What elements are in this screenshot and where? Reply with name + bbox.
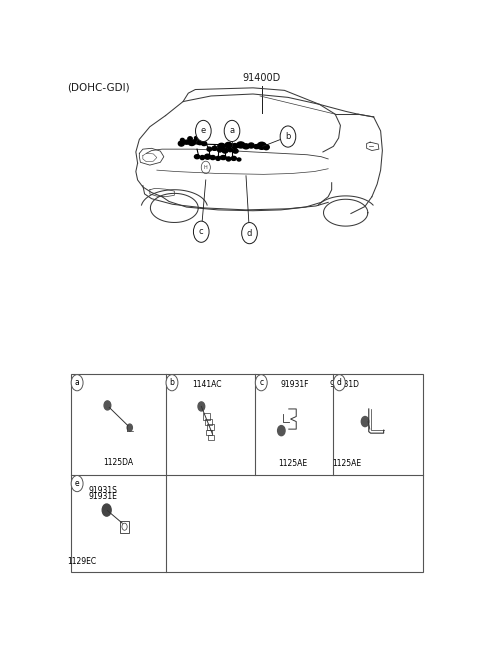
Ellipse shape [228,147,232,152]
Text: d: d [247,229,252,238]
Circle shape [71,375,83,391]
Text: 91400D: 91400D [242,73,281,83]
Bar [205,419,212,424]
Ellipse shape [204,154,211,159]
Text: 1125DA: 1125DA [104,458,133,467]
Circle shape [102,504,111,516]
Ellipse shape [179,141,184,146]
Circle shape [242,223,257,244]
Ellipse shape [237,142,245,148]
Text: 1141AC: 1141AC [192,380,222,388]
Ellipse shape [212,146,217,151]
Ellipse shape [193,140,198,143]
Ellipse shape [184,140,189,144]
Ellipse shape [200,155,204,160]
Text: e: e [201,126,206,136]
Text: b: b [285,132,291,141]
Ellipse shape [202,141,207,145]
Text: e: e [75,479,79,488]
Ellipse shape [237,158,241,161]
Ellipse shape [264,145,269,150]
Ellipse shape [218,143,225,149]
Text: 91931S: 91931S [88,485,117,495]
Text: 91931D: 91931D [330,380,360,388]
Text: (DOHC-GDI): (DOHC-GDI) [67,83,130,92]
Ellipse shape [216,157,220,160]
Text: H: H [204,165,208,170]
Bar [120,521,129,533]
Ellipse shape [194,136,198,140]
Ellipse shape [243,144,249,149]
Ellipse shape [225,142,232,147]
Bar [208,435,214,440]
Circle shape [255,375,267,391]
Ellipse shape [222,148,228,153]
Text: 1125AE: 1125AE [278,459,307,468]
Circle shape [224,121,240,141]
Bar [206,430,212,435]
Ellipse shape [231,157,236,160]
Ellipse shape [254,145,259,149]
Text: c: c [259,378,264,387]
Ellipse shape [248,143,254,148]
Text: d: d [337,378,342,387]
Text: a: a [229,126,235,136]
Circle shape [334,375,345,391]
Ellipse shape [188,137,192,141]
Text: a: a [75,378,80,387]
Ellipse shape [232,143,238,149]
Ellipse shape [197,140,203,145]
Bar [207,424,214,430]
Circle shape [193,221,209,242]
Circle shape [71,476,83,492]
Circle shape [127,424,132,431]
Text: 1125AE: 1125AE [332,459,361,468]
Ellipse shape [207,147,212,151]
Ellipse shape [194,155,200,159]
Ellipse shape [220,155,226,160]
Circle shape [277,426,285,436]
Ellipse shape [257,142,266,149]
Ellipse shape [226,157,231,161]
Bar [203,413,210,420]
Text: 1129EC: 1129EC [67,557,96,566]
Ellipse shape [180,138,184,141]
Text: 91931F: 91931F [280,380,309,388]
Circle shape [361,417,369,426]
Circle shape [198,402,204,411]
Ellipse shape [217,148,222,152]
Bar [71,373,423,572]
Ellipse shape [189,140,195,145]
Circle shape [166,375,178,391]
Text: 91931E: 91931E [88,492,117,501]
Ellipse shape [210,155,216,160]
Circle shape [280,126,296,147]
Circle shape [195,121,211,141]
Text: c: c [199,227,204,236]
Circle shape [104,401,111,410]
Ellipse shape [233,149,238,153]
Text: b: b [169,378,174,387]
